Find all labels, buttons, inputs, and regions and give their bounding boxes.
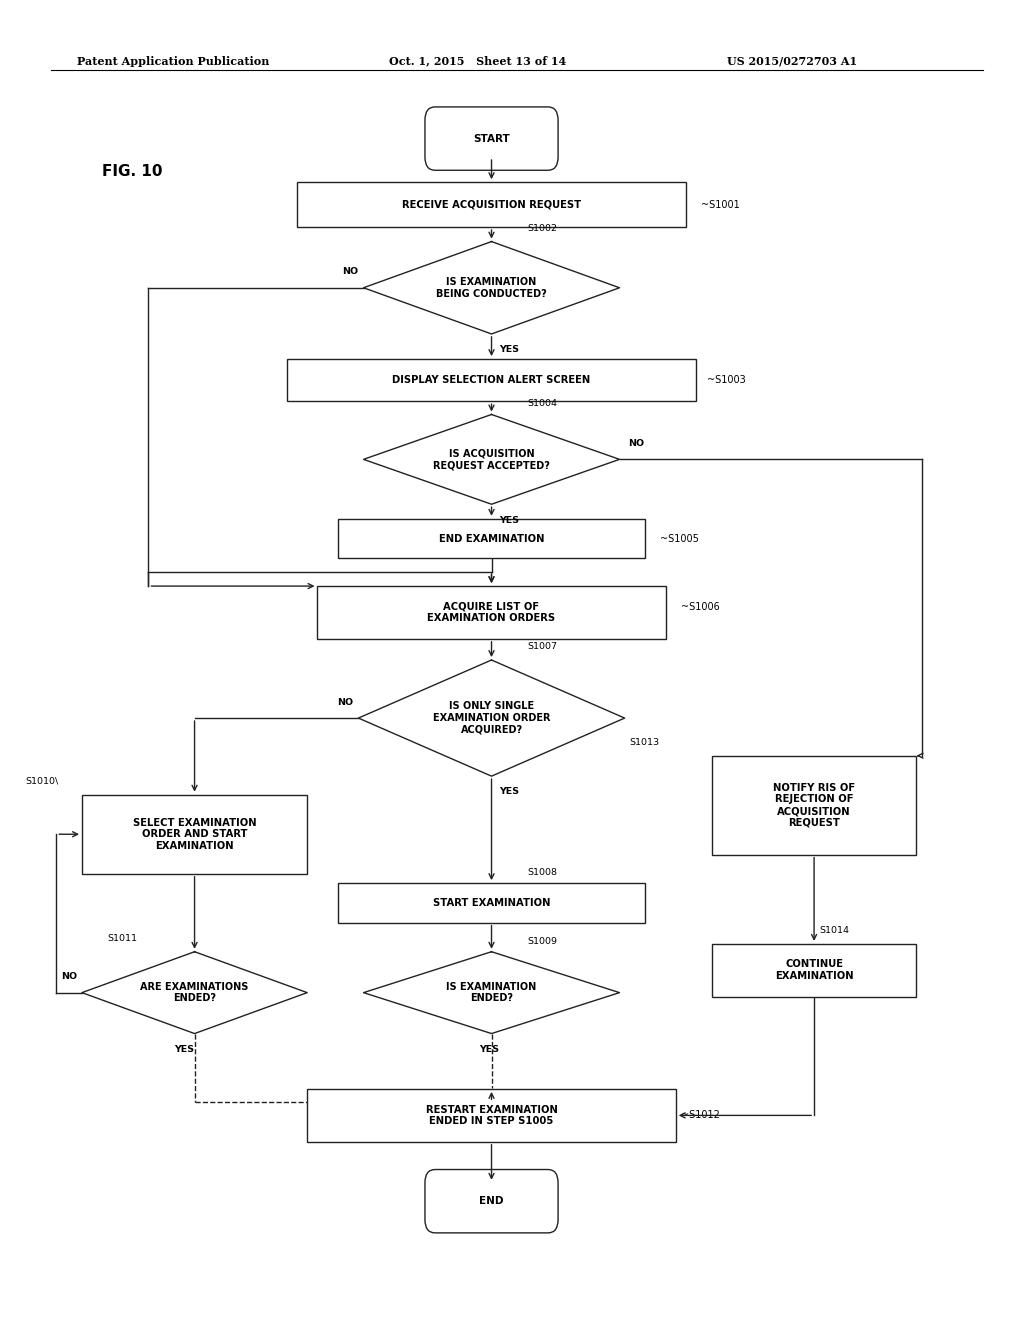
Text: ~S1006: ~S1006 bbox=[681, 602, 720, 612]
Text: S1004: S1004 bbox=[527, 400, 557, 408]
Bar bbox=[712, 944, 916, 997]
Text: ~S1012: ~S1012 bbox=[681, 1110, 720, 1121]
Text: END EXAMINATION: END EXAMINATION bbox=[438, 533, 545, 544]
Text: IS EXAMINATION
ENDED?: IS EXAMINATION ENDED? bbox=[446, 982, 537, 1003]
Bar bbox=[338, 519, 645, 558]
Text: ACQUIRE LIST OF
EXAMINATION ORDERS: ACQUIRE LIST OF EXAMINATION ORDERS bbox=[427, 602, 556, 623]
Bar bbox=[712, 755, 916, 855]
Text: IS ONLY SINGLE
EXAMINATION ORDER
ACQUIRED?: IS ONLY SINGLE EXAMINATION ORDER ACQUIRE… bbox=[433, 701, 550, 735]
Text: ~S1001: ~S1001 bbox=[701, 199, 740, 210]
Text: Patent Application Publication: Patent Application Publication bbox=[77, 55, 269, 67]
Text: S1009: S1009 bbox=[527, 937, 557, 945]
Text: RECEIVE ACQUISITION REQUEST: RECEIVE ACQUISITION REQUEST bbox=[402, 199, 581, 210]
Text: YES: YES bbox=[478, 1045, 499, 1053]
Bar bbox=[317, 586, 666, 639]
Text: ~S1003: ~S1003 bbox=[707, 375, 745, 385]
Polygon shape bbox=[358, 660, 625, 776]
Bar bbox=[338, 883, 645, 923]
Polygon shape bbox=[364, 242, 620, 334]
Text: YES: YES bbox=[499, 516, 519, 524]
Text: FIG. 10: FIG. 10 bbox=[102, 164, 163, 180]
Text: S1007: S1007 bbox=[527, 643, 557, 651]
Text: S1014: S1014 bbox=[819, 927, 849, 935]
Text: ARE EXAMINATIONS
ENDED?: ARE EXAMINATIONS ENDED? bbox=[140, 982, 249, 1003]
Text: Oct. 1, 2015   Sheet 13 of 14: Oct. 1, 2015 Sheet 13 of 14 bbox=[389, 55, 566, 67]
Bar bbox=[82, 795, 307, 874]
Polygon shape bbox=[364, 952, 620, 1034]
Text: S1010\: S1010\ bbox=[26, 777, 58, 785]
Text: US 2015/0272703 A1: US 2015/0272703 A1 bbox=[727, 55, 857, 67]
Polygon shape bbox=[82, 952, 307, 1034]
Text: IS ACQUISITION
REQUEST ACCEPTED?: IS ACQUISITION REQUEST ACCEPTED? bbox=[433, 449, 550, 470]
Text: YES: YES bbox=[499, 788, 519, 796]
FancyBboxPatch shape bbox=[425, 1170, 558, 1233]
Polygon shape bbox=[364, 414, 620, 504]
Text: NO: NO bbox=[60, 973, 77, 981]
Text: DISPLAY SELECTION ALERT SCREEN: DISPLAY SELECTION ALERT SCREEN bbox=[392, 375, 591, 385]
Text: YES: YES bbox=[499, 346, 519, 354]
Bar bbox=[297, 182, 686, 227]
Text: YES: YES bbox=[174, 1045, 195, 1053]
FancyBboxPatch shape bbox=[425, 107, 558, 170]
Text: NO: NO bbox=[628, 440, 644, 447]
Text: END: END bbox=[479, 1196, 504, 1206]
Text: START: START bbox=[473, 133, 510, 144]
Bar bbox=[307, 1089, 676, 1142]
Bar bbox=[287, 359, 696, 401]
Text: RESTART EXAMINATION
ENDED IN STEP S1005: RESTART EXAMINATION ENDED IN STEP S1005 bbox=[426, 1105, 557, 1126]
Text: START EXAMINATION: START EXAMINATION bbox=[433, 898, 550, 908]
Text: S1008: S1008 bbox=[527, 869, 557, 876]
Text: NO: NO bbox=[337, 698, 353, 706]
Text: S1002: S1002 bbox=[527, 224, 557, 232]
Text: S1011: S1011 bbox=[108, 935, 137, 942]
Text: ~S1005: ~S1005 bbox=[660, 533, 699, 544]
Text: NOTIFY RIS OF
REJECTION OF
ACQUISITION
REQUEST: NOTIFY RIS OF REJECTION OF ACQUISITION R… bbox=[773, 783, 855, 828]
Text: CONTINUE
EXAMINATION: CONTINUE EXAMINATION bbox=[775, 960, 853, 981]
Text: SELECT EXAMINATION
ORDER AND START
EXAMINATION: SELECT EXAMINATION ORDER AND START EXAMI… bbox=[133, 817, 256, 851]
Text: S1013: S1013 bbox=[630, 738, 659, 747]
Text: IS EXAMINATION
BEING CONDUCTED?: IS EXAMINATION BEING CONDUCTED? bbox=[436, 277, 547, 298]
Text: NO: NO bbox=[342, 268, 358, 276]
